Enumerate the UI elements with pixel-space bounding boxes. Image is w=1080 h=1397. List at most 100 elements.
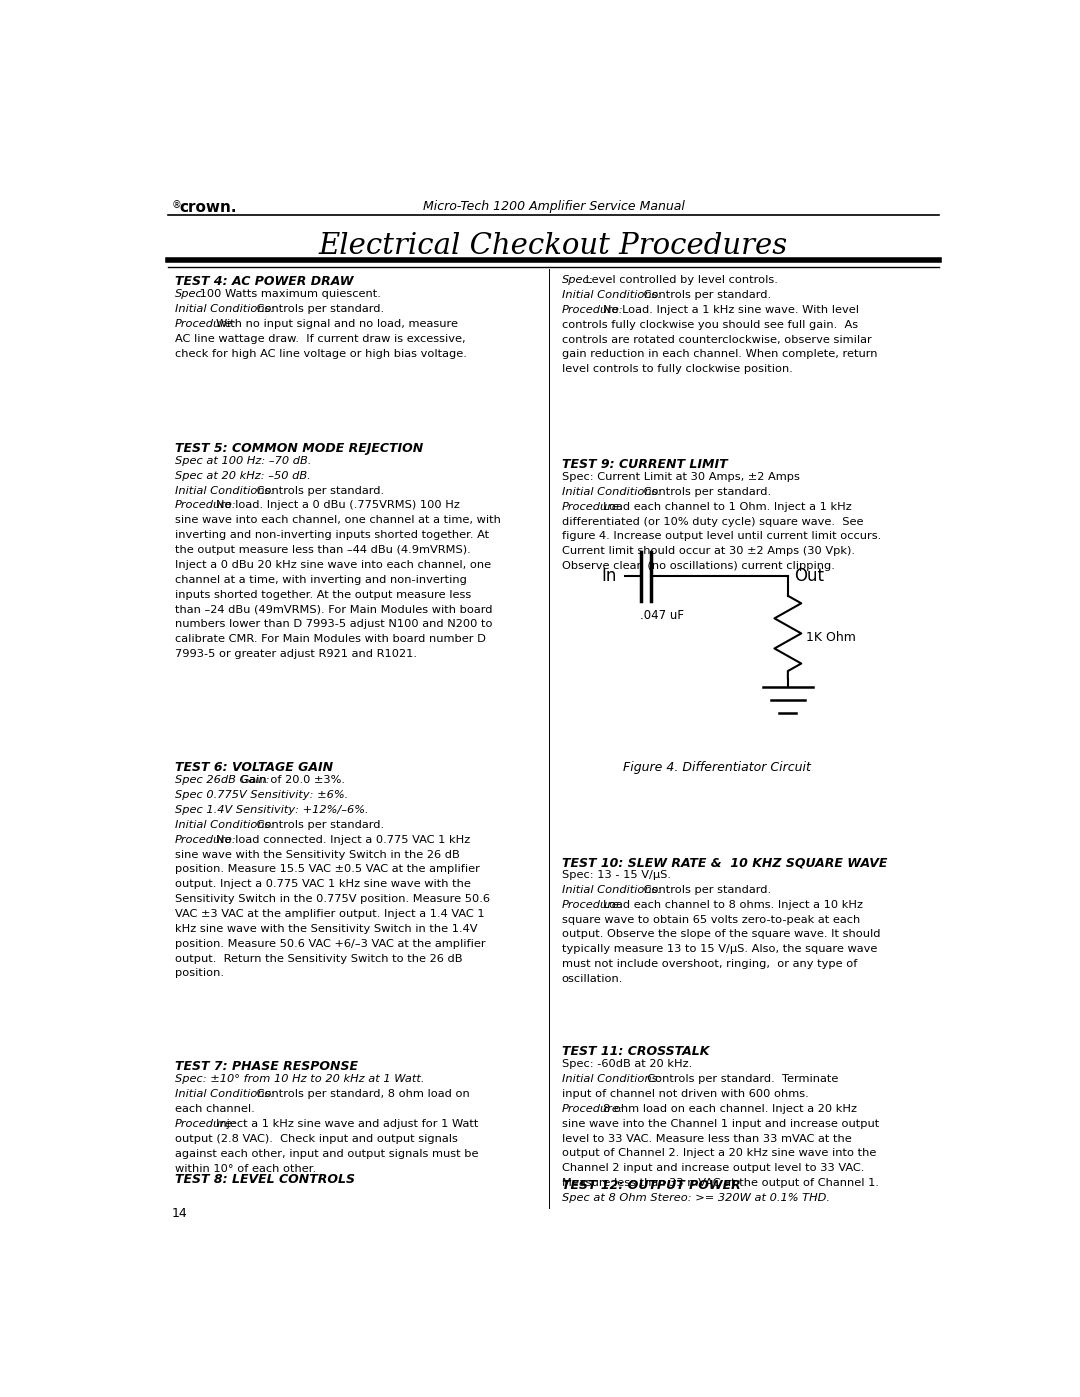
Text: within 10° of each other.: within 10° of each other.: [175, 1164, 316, 1173]
Text: crown.: crown.: [179, 200, 237, 215]
Text: Controls per standard, 8 ohm load on: Controls per standard, 8 ohm load on: [253, 1090, 470, 1099]
Text: output. Inject a 0.775 VAC 1 kHz sine wave with the: output. Inject a 0.775 VAC 1 kHz sine wa…: [175, 879, 471, 890]
Text: TEST 10: SLEW RATE &  10 KHZ SQUARE WAVE: TEST 10: SLEW RATE & 10 KHZ SQUARE WAVE: [562, 856, 888, 869]
Text: level to 33 VAC. Measure less than 33 mVAC at the: level to 33 VAC. Measure less than 33 mV…: [562, 1133, 852, 1144]
Text: output (2.8 VAC).  Check input and output signals: output (2.8 VAC). Check input and output…: [175, 1134, 458, 1144]
Text: kHz sine wave with the Sensitivity Switch in the 1.4V: kHz sine wave with the Sensitivity Switc…: [175, 923, 477, 933]
Text: output.  Return the Sensitivity Switch to the 26 dB: output. Return the Sensitivity Switch to…: [175, 954, 462, 964]
Text: TEST 11: CROSSTALK: TEST 11: CROSSTALK: [562, 1045, 710, 1059]
Text: Procedure:: Procedure:: [562, 502, 623, 511]
Text: With no input signal and no load, measure: With no input signal and no load, measur…: [216, 319, 458, 328]
Text: against each other, input and output signals must be: against each other, input and output sig…: [175, 1148, 478, 1158]
Text: Initial Conditions:: Initial Conditions:: [175, 820, 274, 830]
Text: No Load. Inject a 1 kHz sine wave. With level: No Load. Inject a 1 kHz sine wave. With …: [603, 305, 859, 314]
Text: must not include overshoot, ringing,  or any type of: must not include overshoot, ringing, or …: [562, 960, 858, 970]
Text: Controls per standard.: Controls per standard.: [253, 486, 384, 496]
Text: than –24 dBu (49mVRMS). For Main Modules with board: than –24 dBu (49mVRMS). For Main Modules…: [175, 605, 492, 615]
Text: Controls per standard.: Controls per standard.: [253, 305, 384, 314]
Text: Micro-Tech 1200 Amplifier Service Manual: Micro-Tech 1200 Amplifier Service Manual: [422, 200, 685, 212]
Text: No load. Inject a 0 dBu (.775VRMS) 100 Hz: No load. Inject a 0 dBu (.775VRMS) 100 H…: [216, 500, 460, 510]
Text: 8 ohm load on each channel. Inject a 20 kHz: 8 ohm load on each channel. Inject a 20 …: [603, 1104, 856, 1113]
Text: level controls to fully clockwise position.: level controls to fully clockwise positi…: [562, 365, 793, 374]
Text: position. Measure 50.6 VAC +6/–3 VAC at the amplifier: position. Measure 50.6 VAC +6/–3 VAC at …: [175, 939, 486, 949]
Text: Spec 26dB Gain:: Spec 26dB Gain:: [175, 775, 270, 785]
Text: controls fully clockwise you should see full gain.  As: controls fully clockwise you should see …: [562, 320, 858, 330]
Text: each channel.: each channel.: [175, 1104, 255, 1115]
Text: .047 uF: .047 uF: [639, 609, 684, 622]
Text: TEST 9: CURRENT LIMIT: TEST 9: CURRENT LIMIT: [562, 458, 728, 471]
Text: Initial Conditions:: Initial Conditions:: [175, 486, 274, 496]
Text: Procedure:: Procedure:: [562, 1104, 623, 1113]
Text: sine wave with the Sensitivity Switch in the 26 dB: sine wave with the Sensitivity Switch in…: [175, 849, 460, 859]
Text: AC line wattage draw.  If current draw is excessive,: AC line wattage draw. If current draw is…: [175, 334, 465, 344]
Text: Initial Conditions:: Initial Conditions:: [562, 291, 661, 300]
Text: figure 4. Increase output level until current limit occurs.: figure 4. Increase output level until cu…: [562, 531, 881, 542]
Text: 7993-5 or greater adjust R921 and R1021.: 7993-5 or greater adjust R921 and R1021.: [175, 648, 417, 659]
Text: TEST 7: PHASE RESPONSE: TEST 7: PHASE RESPONSE: [175, 1060, 359, 1073]
Text: differentiated (or 10% duty cycle) square wave.  See: differentiated (or 10% duty cycle) squar…: [562, 517, 863, 527]
Text: Controls per standard.  Terminate: Controls per standard. Terminate: [639, 1074, 838, 1084]
Text: Initial Conditions:: Initial Conditions:: [562, 884, 661, 895]
Text: Controls per standard.: Controls per standard.: [639, 291, 771, 300]
Text: Inject a 0 dBu 20 kHz sine wave into each channel, one: Inject a 0 dBu 20 kHz sine wave into eac…: [175, 560, 491, 570]
Text: sine wave into the Channel 1 input and increase output: sine wave into the Channel 1 input and i…: [562, 1119, 879, 1129]
Text: Out: Out: [795, 567, 824, 585]
Text: Inject a 1 kHz sine wave and adjust for 1 Watt: Inject a 1 kHz sine wave and adjust for …: [216, 1119, 478, 1129]
Text: Spec at 8 Ohm Stereo: >= 320W at 0.1% THD.: Spec at 8 Ohm Stereo: >= 320W at 0.1% TH…: [562, 1193, 829, 1203]
Text: 1K Ohm: 1K Ohm: [807, 630, 856, 644]
Text: TEST 5: COMMON MODE REJECTION: TEST 5: COMMON MODE REJECTION: [175, 441, 423, 455]
Text: Controls per standard.: Controls per standard.: [639, 884, 771, 895]
Text: TEST 8: LEVEL CONTROLS: TEST 8: LEVEL CONTROLS: [175, 1173, 355, 1186]
Text: Spec at 20 kHz: –50 dB.: Spec at 20 kHz: –50 dB.: [175, 471, 311, 481]
Text: Procedure:: Procedure:: [175, 500, 237, 510]
Text: Sensitivity Switch in the 0.775V position. Measure 50.6: Sensitivity Switch in the 0.775V positio…: [175, 894, 490, 904]
Text: Initial Conditions:: Initial Conditions:: [562, 1074, 661, 1084]
Text: ®: ®: [172, 200, 181, 210]
Text: inputs shorted together. At the output measure less: inputs shorted together. At the output m…: [175, 590, 472, 599]
Text: TEST 4: AC POWER DRAW: TEST 4: AC POWER DRAW: [175, 275, 353, 288]
Text: controls are rotated counterclockwise, observe similar: controls are rotated counterclockwise, o…: [562, 335, 872, 345]
Text: Level controlled by level controls.: Level controlled by level controls.: [582, 275, 779, 285]
Text: calibrate CMR. For Main Modules with board number D: calibrate CMR. For Main Modules with boa…: [175, 634, 486, 644]
Text: 14: 14: [172, 1207, 188, 1220]
Text: Spec: 13 - 15 V/μS.: Spec: 13 - 15 V/μS.: [562, 870, 671, 880]
Text: Spec: -60dB at 20 kHz.: Spec: -60dB at 20 kHz.: [562, 1059, 692, 1069]
Text: Electrical Checkout Procedures: Electrical Checkout Procedures: [319, 232, 788, 260]
Text: Spec: ±10° from 10 Hz to 20 kHz at 1 Watt.: Spec: ±10° from 10 Hz to 20 kHz at 1 Wat…: [175, 1074, 424, 1084]
Text: Channel 2 input and increase output level to 33 VAC.: Channel 2 input and increase output leve…: [562, 1164, 864, 1173]
Text: position. Measure 15.5 VAC ±0.5 VAC at the amplifier: position. Measure 15.5 VAC ±0.5 VAC at t…: [175, 865, 480, 875]
Text: Spec:: Spec:: [562, 275, 594, 285]
Text: In: In: [600, 567, 617, 585]
Text: Controls per standard.: Controls per standard.: [253, 820, 384, 830]
Text: Procedure:: Procedure:: [175, 1119, 237, 1129]
Text: Load each channel to 8 ohms. Inject a 10 kHz: Load each channel to 8 ohms. Inject a 10…: [603, 900, 863, 909]
Text: Procedure:: Procedure:: [562, 305, 623, 314]
Text: typically measure 13 to 15 V/μS. Also, the square wave: typically measure 13 to 15 V/μS. Also, t…: [562, 944, 877, 954]
Text: oscillation.: oscillation.: [562, 974, 623, 983]
Text: gain reduction in each channel. When complete, return: gain reduction in each channel. When com…: [562, 349, 877, 359]
Text: inverting and non-inverting inputs shorted together. At: inverting and non-inverting inputs short…: [175, 529, 489, 541]
Text: position.: position.: [175, 968, 225, 978]
Text: Controls per standard.: Controls per standard.: [639, 488, 771, 497]
Text: Spec 0.775V Sensitivity: ±6%.: Spec 0.775V Sensitivity: ±6%.: [175, 791, 349, 800]
Text: numbers lower than D 7993-5 adjust N100 and N200 to: numbers lower than D 7993-5 adjust N100 …: [175, 619, 492, 629]
Text: Spec: Current Limit at 30 Amps, ±2 Amps: Spec: Current Limit at 30 Amps, ±2 Amps: [562, 472, 800, 482]
Text: TEST 6: VOLTAGE GAIN: TEST 6: VOLTAGE GAIN: [175, 761, 334, 774]
Text: Spec at 100 Hz: –70 dB.: Spec at 100 Hz: –70 dB.: [175, 455, 311, 467]
Text: Spec:: Spec:: [175, 289, 206, 299]
Text: Gain of 20.0 ±3%.: Gain of 20.0 ±3%.: [237, 775, 345, 785]
Text: Initial Conditions:: Initial Conditions:: [175, 1090, 274, 1099]
Text: sine wave into each channel, one channel at a time, with: sine wave into each channel, one channel…: [175, 515, 501, 525]
Text: the output measure less than –44 dBu (4.9mVRMS).: the output measure less than –44 dBu (4.…: [175, 545, 471, 555]
Text: Procedure:: Procedure:: [562, 900, 623, 909]
Text: check for high AC line voltage or high bias voltage.: check for high AC line voltage or high b…: [175, 349, 467, 359]
Text: Measure less than 33 mVAC at the output of Channel 1.: Measure less than 33 mVAC at the output …: [562, 1178, 879, 1187]
Text: Spec 1.4V Sensitivity: +12%/–6%.: Spec 1.4V Sensitivity: +12%/–6%.: [175, 805, 368, 814]
Text: Observe clean (no oscillations) current clipping.: Observe clean (no oscillations) current …: [562, 562, 835, 571]
Text: square wave to obtain 65 volts zero-to-peak at each: square wave to obtain 65 volts zero-to-p…: [562, 915, 860, 925]
Text: Figure 4. Differentiator Circuit: Figure 4. Differentiator Circuit: [623, 761, 811, 774]
Text: VAC ±3 VAC at the amplifier output. Inject a 1.4 VAC 1: VAC ±3 VAC at the amplifier output. Inje…: [175, 909, 485, 919]
Text: output of Channel 2. Inject a 20 kHz sine wave into the: output of Channel 2. Inject a 20 kHz sin…: [562, 1148, 876, 1158]
Text: No load connected. Inject a 0.775 VAC 1 kHz: No load connected. Inject a 0.775 VAC 1 …: [216, 835, 471, 845]
Text: Current limit should occur at 30 ±2 Amps (30 Vpk).: Current limit should occur at 30 ±2 Amps…: [562, 546, 855, 556]
